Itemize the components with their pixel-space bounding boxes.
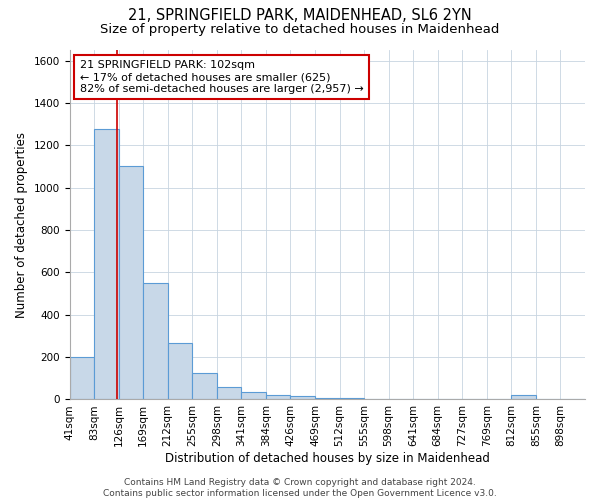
Bar (94, 130, 119, 400)
Bar (315, 398, 340, 400)
Bar (340, 398, 364, 400)
Bar (143, 283, 168, 400)
Bar (192, 373, 217, 400)
Bar (168, 344, 192, 400)
Bar (217, 387, 241, 400)
Bar (536, 399, 560, 400)
Y-axis label: Number of detached properties: Number of detached properties (15, 132, 28, 318)
X-axis label: Distribution of detached houses by size in Maidenhead: Distribution of detached houses by size … (165, 452, 490, 465)
Bar (241, 392, 266, 400)
Bar (290, 396, 315, 400)
Text: Contains HM Land Registry data © Crown copyright and database right 2024.
Contai: Contains HM Land Registry data © Crown c… (103, 478, 497, 498)
Text: 21, SPRINGFIELD PARK, MAIDENHEAD, SL6 2YN: 21, SPRINGFIELD PARK, MAIDENHEAD, SL6 2Y… (128, 8, 472, 22)
Bar (266, 395, 290, 400)
Bar (511, 395, 536, 400)
Text: Size of property relative to detached houses in Maidenhead: Size of property relative to detached ho… (100, 22, 500, 36)
Text: 21 SPRINGFIELD PARK: 102sqm
← 17% of detached houses are smaller (625)
82% of se: 21 SPRINGFIELD PARK: 102sqm ← 17% of det… (80, 60, 364, 94)
Bar (119, 166, 143, 400)
Bar (70, 357, 94, 400)
Bar (364, 399, 389, 400)
